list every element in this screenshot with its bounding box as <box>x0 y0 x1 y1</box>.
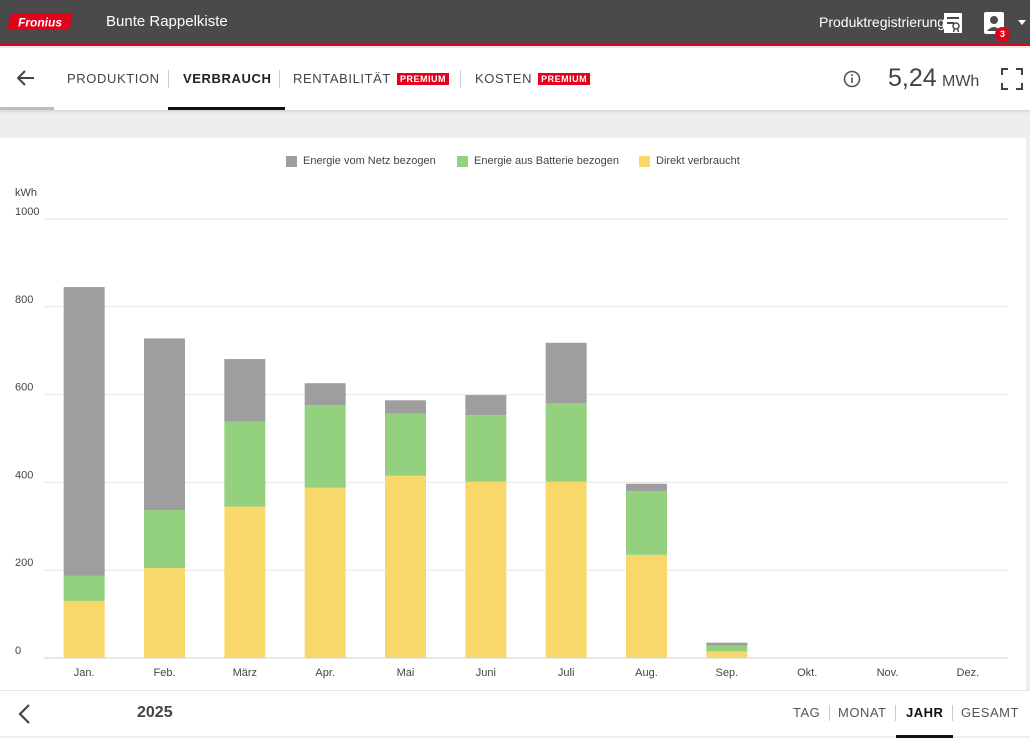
premium-badge: PREMIUM <box>396 73 449 85</box>
previous-year-button[interactable] <box>15 703 35 725</box>
bar-segment <box>626 554 667 658</box>
y-tick-label: 1000 <box>15 206 39 218</box>
bar-segment <box>224 359 266 422</box>
y-tick-label: 200 <box>15 557 33 569</box>
x-tick-label: Juli <box>558 667 575 679</box>
logo-text: Fronius <box>18 16 62 30</box>
consumption-bar-chart: kWh 0 200 400 600 800 1000 Jan. Feb. März Apr. Mai J… <box>15 187 1008 679</box>
x-tick-label: Juni <box>476 667 496 679</box>
x-tick-label: März <box>233 667 257 679</box>
tab-rentabilitaet[interactable]: RENTABILITÄT PREMIUM <box>293 48 449 110</box>
legend-label: Energie aus Batterie bezogen <box>474 155 619 167</box>
bar-segment <box>224 506 266 658</box>
bar-segment <box>144 338 185 511</box>
x-tick-label: Sep. <box>716 667 739 679</box>
period-gesamt[interactable]: GESAMT <box>961 705 1019 720</box>
bar-segment <box>626 483 667 492</box>
period-divider <box>829 705 830 721</box>
tab-kosten[interactable]: KOSTEN PREMIUM <box>475 48 591 110</box>
bar-segment <box>224 421 266 507</box>
period-monat[interactable]: MONAT <box>838 705 887 720</box>
bar-segment <box>465 415 507 482</box>
bar-segment <box>304 487 346 658</box>
bar-segment <box>63 600 105 658</box>
tab-kosten-label: KOSTEN <box>475 71 533 86</box>
legend-item-grid[interactable]: Energie vom Netz bezogen <box>286 155 436 167</box>
bar-segment <box>144 568 185 658</box>
chevron-down-icon[interactable] <box>1018 20 1026 25</box>
bar-segment <box>304 405 346 488</box>
legend-swatch <box>639 155 650 167</box>
tab-divider <box>460 70 461 88</box>
period-divider <box>952 705 953 721</box>
chart-legend: Energie vom Netz bezogen Energie aus Bat… <box>0 155 1030 169</box>
period-divider <box>895 705 896 721</box>
notification-badge: 3 <box>995 27 1010 42</box>
total-consumption-unit: MWh <box>942 73 980 90</box>
bar-segment <box>385 400 426 414</box>
bar-segment <box>706 642 748 646</box>
total-consumption-value: 5,24 <box>888 64 937 92</box>
bar-segment <box>63 575 105 601</box>
bar-segment <box>706 645 748 652</box>
x-tick-label: Jan. <box>74 667 95 679</box>
y-tick-label: 600 <box>15 382 33 394</box>
tab-divider <box>279 70 280 88</box>
x-tick-label: Nov. <box>877 667 899 679</box>
bar-segment <box>545 403 587 482</box>
fullscreen-icon[interactable] <box>1001 68 1023 90</box>
y-tick-label: 0 <box>15 645 21 657</box>
selected-year: 2025 <box>137 704 173 721</box>
tab-bar: PRODUKTION VERBRAUCH RENTABILITÄT PREMIUM… <box>0 48 1030 110</box>
bar-segment <box>385 475 426 658</box>
tab-divider <box>168 70 169 88</box>
bar-segment <box>385 413 426 476</box>
product-registration-link[interactable]: Produktregistrierung <box>819 14 946 30</box>
bar-segment <box>626 491 667 555</box>
bottom-bar: 2025 TAG MONAT JAHR GESAMT <box>0 690 1030 738</box>
y-axis-unit-label: kWh <box>15 187 37 199</box>
fronius-logo[interactable]: Fronius <box>5 12 75 32</box>
premium-badge: PREMIUM <box>538 73 591 85</box>
registration-icon[interactable] <box>943 12 963 34</box>
bar-segment <box>465 395 507 416</box>
legend-item-direct[interactable]: Direkt verbraucht <box>639 155 740 167</box>
bar-segment <box>465 481 507 658</box>
y-tick-label: 800 <box>15 294 33 306</box>
back-button[interactable] <box>0 48 54 110</box>
top-bar: Fronius Bunte Rappelkiste Produktregistr… <box>0 0 1030 46</box>
y-tick-label: 400 <box>15 469 33 481</box>
x-tick-label: Dez. <box>957 667 980 679</box>
tab-produktion[interactable]: PRODUKTION <box>67 71 160 86</box>
bar-segment <box>706 651 748 658</box>
legend-swatch <box>286 155 297 167</box>
legend-item-battery[interactable]: Energie aus Batterie bezogen <box>457 155 619 167</box>
bar-segment <box>144 510 185 569</box>
x-tick-label: Okt. <box>797 667 817 679</box>
arrow-left-icon <box>17 70 34 86</box>
x-tick-label: Aug. <box>635 667 658 679</box>
bar-segment <box>545 342 587 404</box>
x-tick-label: Mai <box>397 667 415 679</box>
info-icon[interactable] <box>843 70 861 88</box>
tab-verbrauch[interactable]: VERBRAUCH <box>167 48 287 110</box>
x-tick-label: Feb. <box>153 667 175 679</box>
period-tag[interactable]: TAG <box>793 705 821 720</box>
period-jahr[interactable]: JAHR <box>895 705 954 738</box>
legend-swatch <box>457 155 468 167</box>
bar-segment <box>63 287 105 576</box>
chevron-left-icon <box>18 704 30 724</box>
tab-rentabilitaet-label: RENTABILITÄT <box>293 71 391 86</box>
legend-label: Energie vom Netz bezogen <box>303 155 436 167</box>
x-tick-label: Apr. <box>315 667 335 679</box>
bar-segment <box>545 481 587 658</box>
legend-label: Direkt verbraucht <box>656 155 740 167</box>
bar-segment <box>304 383 346 406</box>
site-name[interactable]: Bunte Rappelkiste <box>106 13 228 30</box>
